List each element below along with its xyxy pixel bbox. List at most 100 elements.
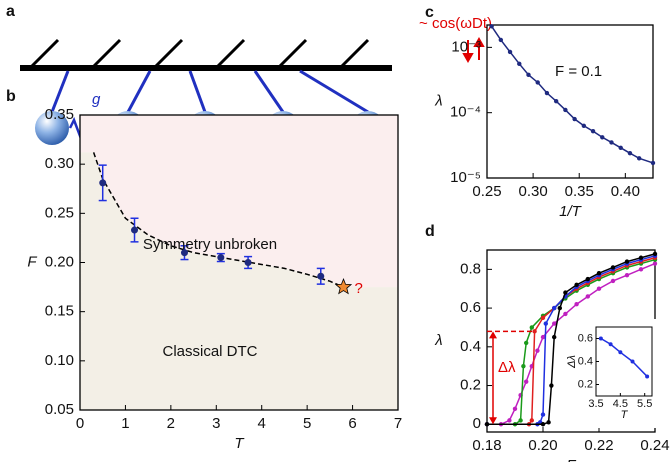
y-axis-label: F [27,253,37,270]
point [535,348,540,353]
x-tick-label: 3.5 [588,398,603,410]
point [524,379,529,384]
point [540,334,546,340]
panel-label: c [425,4,434,21]
y-tick-label: 0.2 [578,378,593,390]
point [498,37,504,43]
point [552,305,557,311]
region-unbroken [80,115,398,288]
y-tick-label: 0.10 [45,352,74,369]
drive-label: ~ cos(ωDt) [419,15,492,32]
point [596,271,602,276]
x-axis-label: 1/T [559,203,583,220]
point [581,123,587,128]
point [552,321,557,326]
y-axis-label: λ [434,332,442,349]
point [217,254,225,262]
coupling-label: g [92,91,101,108]
point [517,61,522,67]
x-tick-label: 0.20 [528,437,557,454]
x-axis-label: T [621,409,629,421]
point [529,325,534,330]
point [535,80,540,85]
point [507,418,512,423]
point [652,261,658,266]
region-label: Classical DTC [162,343,257,360]
y-tick-label: 0.35 [45,106,74,123]
fit-curve [92,152,344,288]
point [526,72,531,78]
point [600,135,605,140]
point [512,406,518,411]
x-tick-label: 4.5 [613,398,628,410]
point [650,160,656,166]
y-axis-label: λ [434,92,442,109]
point [574,302,579,307]
x-tick-label: 4 [258,415,266,432]
x-tick-label: 3 [212,415,220,432]
panel-label: a [6,3,15,20]
y-tick-label: 0.6 [578,332,593,344]
point [546,420,551,425]
point [553,98,559,104]
x-axis-label: T [234,435,245,452]
point [540,422,546,427]
point [624,272,630,278]
point [638,267,644,272]
point [529,418,534,423]
x-tick-label: 1 [121,415,129,432]
x-tick-label: 0.24 [640,437,669,454]
annotation: F = 0.1 [555,63,602,80]
point [99,179,107,187]
point [610,278,616,284]
y-tick-label: 10⁻³ [451,38,481,55]
region-dtc [80,152,398,410]
region-label: Symmetry unbroken [143,236,277,253]
y-axis-label: Δλ [566,355,578,369]
point [598,336,603,341]
y-tick-label: 10⁻⁵ [450,169,481,186]
point [563,107,568,113]
point [543,321,548,326]
y-tick-label: 0.6 [460,299,481,316]
point [544,90,550,96]
point [244,259,252,266]
y-tick-label: 0.4 [578,355,593,367]
y-tick-label: 0.2 [460,377,481,394]
y-tick-label: 0 [473,415,481,432]
y-tick-label: 0.30 [45,155,74,172]
ceiling-hatch [30,38,370,68]
series-line [487,253,656,426]
point [590,129,596,134]
panel-label: d [425,223,435,240]
point [563,290,568,295]
point [585,276,590,282]
rods [50,69,369,114]
x-axis-label: F [566,457,576,462]
point [627,150,633,156]
x-tick-label: 0.22 [584,437,613,454]
y-tick-label: 10⁻⁴ [450,104,481,121]
point [574,282,579,288]
point [618,145,623,150]
point [596,286,602,291]
point [524,340,529,346]
point [549,383,554,388]
point [563,311,568,317]
point [507,49,513,55]
x-tick-label: 6 [348,415,356,432]
point [518,418,523,423]
y-tick-label: 0.20 [45,253,74,270]
point [540,315,546,320]
point [572,116,577,122]
x-tick-label: 0 [76,415,84,432]
series-line [490,25,654,164]
point [618,350,623,355]
point [552,334,557,340]
point [557,305,562,311]
point [645,374,650,379]
x-tick-label: 7 [394,415,402,432]
delta-label: Δλ [498,359,516,376]
plots: 0 1 2 3 4 5 6 70.050.100.150.200.250.300.35TFb?… [6,4,670,462]
